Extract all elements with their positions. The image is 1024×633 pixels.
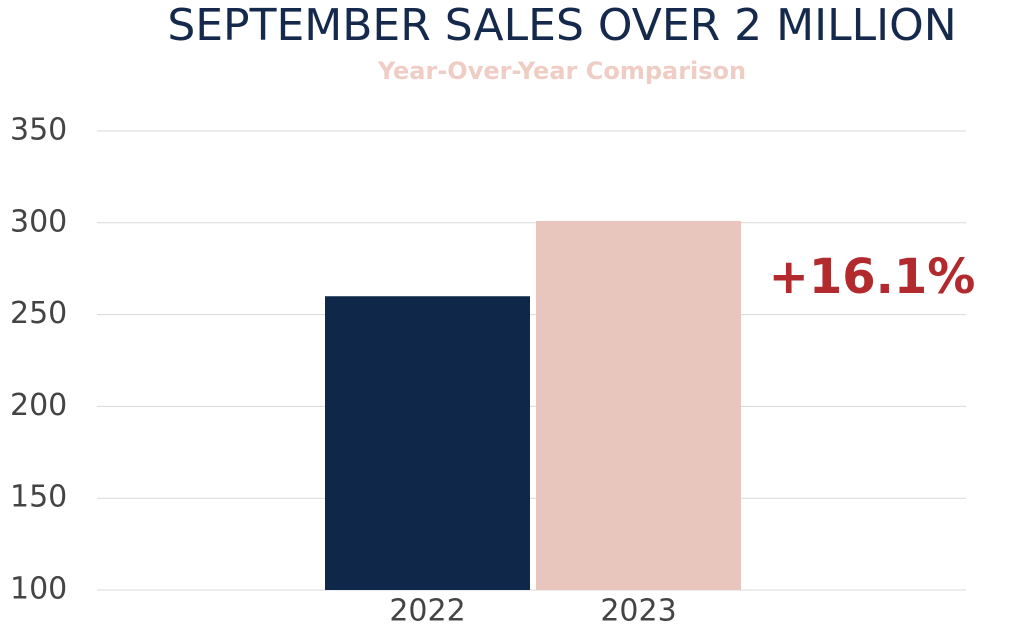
chart-subtitle: Year-Over-Year Comparison	[377, 57, 746, 85]
y-tick-label: 100	[10, 572, 67, 607]
x-tick-label: 2023	[600, 594, 676, 629]
chart-title: SEPTEMBER SALES OVER 2 MILLION	[167, 0, 956, 51]
y-tick-label: 200	[10, 388, 67, 423]
bar	[325, 296, 530, 590]
y-tick-label: 300	[10, 204, 67, 239]
y-tick-label: 350	[10, 113, 67, 148]
x-tick-label: 2022	[389, 594, 465, 629]
y-tick-label: 150	[10, 480, 67, 515]
annotation: +16.1%	[769, 249, 976, 305]
bar	[536, 220, 741, 591]
y-tick-label: 250	[10, 296, 67, 331]
